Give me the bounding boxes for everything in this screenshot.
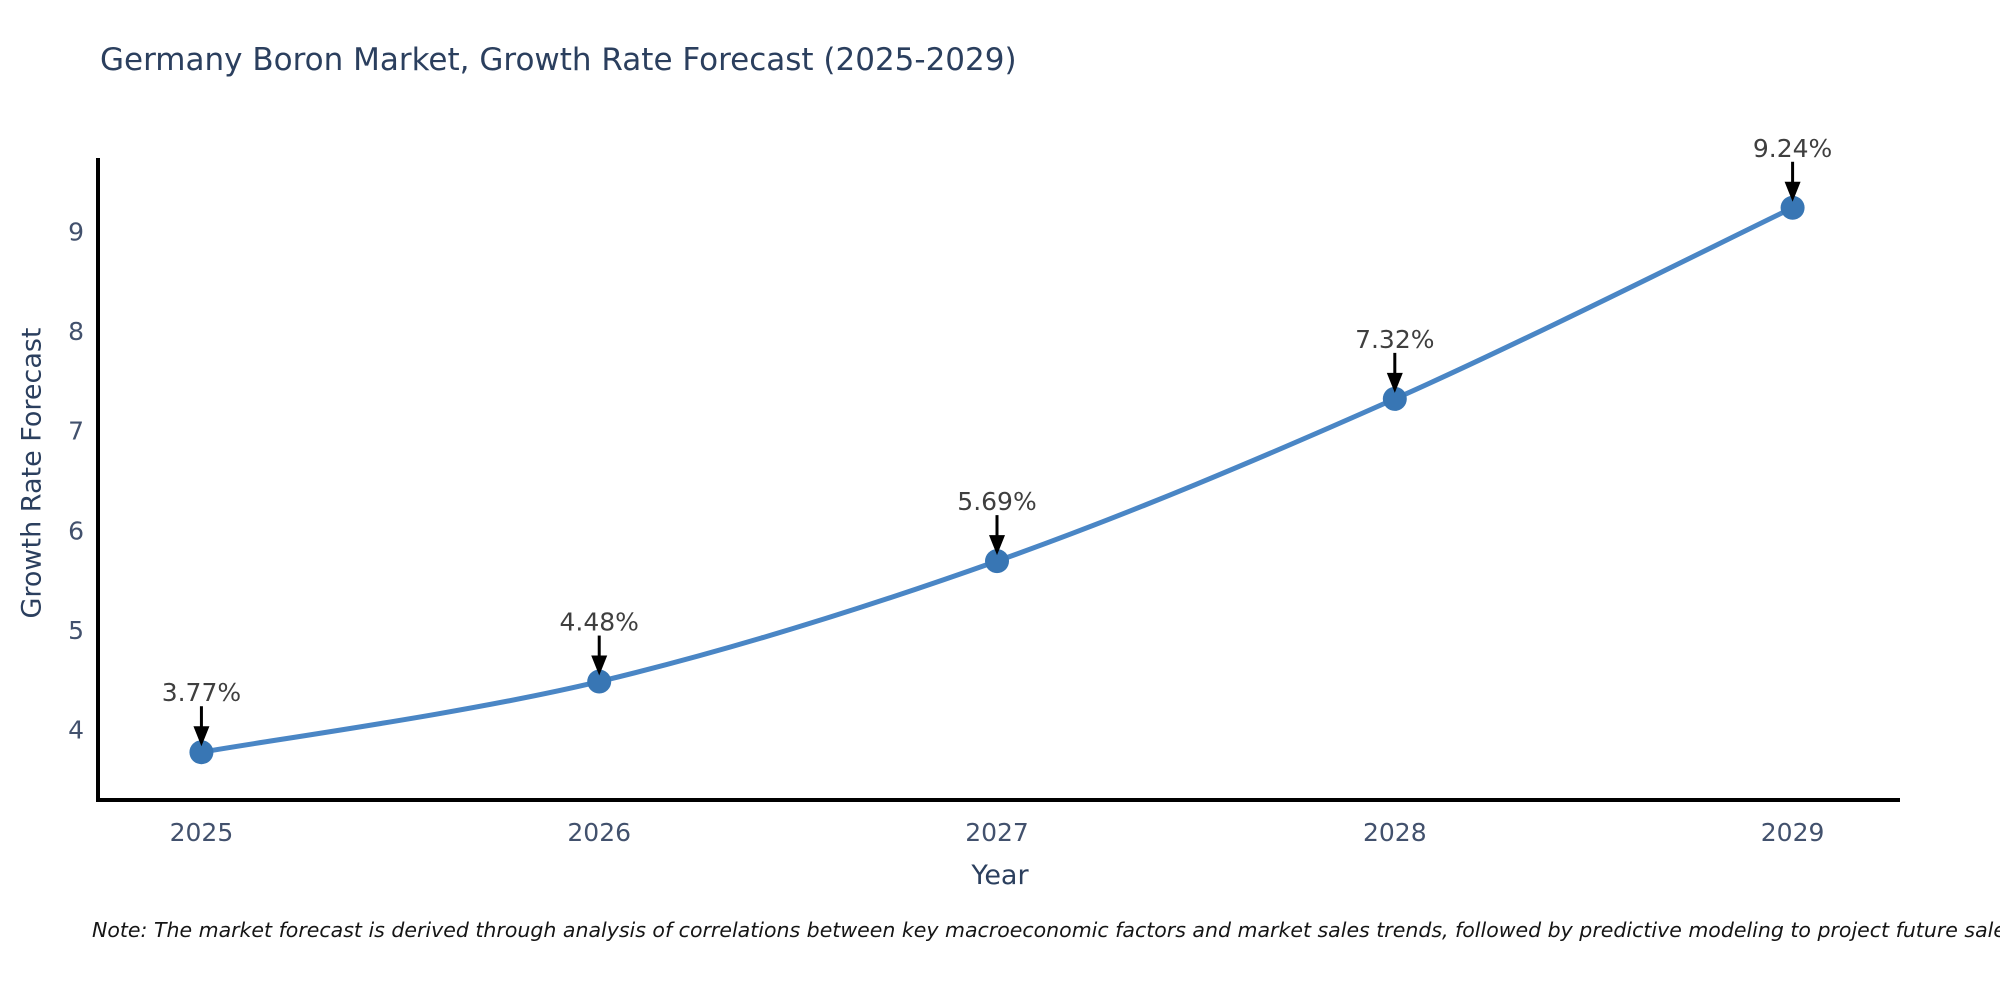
annotation-label: 9.24% <box>1753 134 1832 163</box>
y-tick-label: 6 <box>68 516 84 545</box>
annotation-arrowhead <box>1386 372 1403 393</box>
x-axis-title: Year <box>971 860 1029 891</box>
data-point-marker <box>985 549 1010 574</box>
y-tick-label: 7 <box>68 417 84 446</box>
y-tick-label: 4 <box>68 715 84 744</box>
annotation-label: 4.48% <box>560 608 639 637</box>
data-point-marker <box>189 740 214 765</box>
annotation-label: 3.77% <box>162 678 241 707</box>
y-tick-label: 8 <box>68 317 84 346</box>
x-tick-label: 2025 <box>170 818 234 847</box>
data-point-marker <box>587 669 612 694</box>
annotation-arrowhead <box>591 655 608 676</box>
data-point-marker <box>1780 195 1805 220</box>
x-tick-label: 2027 <box>965 818 1029 847</box>
y-tick-label: 9 <box>68 218 84 247</box>
x-tick-label: 2028 <box>1363 818 1427 847</box>
annotation-label: 5.69% <box>957 487 1036 516</box>
x-tick-label: 2029 <box>1761 818 1825 847</box>
annotation-arrowhead <box>193 726 210 747</box>
x-tick-label: 2026 <box>567 818 631 847</box>
annotation-arrowhead <box>989 535 1006 556</box>
annotation-arrowhead <box>1784 181 1801 202</box>
chart-title: Germany Boron Market, Growth Rate Foreca… <box>100 42 1017 78</box>
y-tick-label: 5 <box>68 616 84 645</box>
footnote: Note: The market forecast is derived thr… <box>92 918 2000 942</box>
annotation-label: 7.32% <box>1355 325 1434 354</box>
data-point-marker <box>1382 386 1407 411</box>
forecast-line <box>198 205 1796 755</box>
